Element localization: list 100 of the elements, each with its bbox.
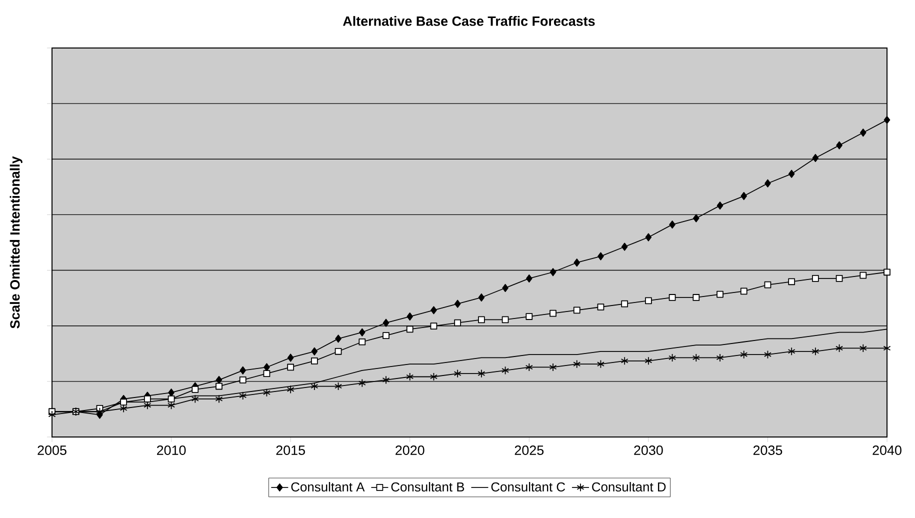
point — [430, 372, 438, 381]
point — [310, 382, 318, 390]
x-tick-label: 2020 — [396, 445, 424, 456]
point — [287, 354, 294, 362]
legend-label: Consultant D — [592, 482, 666, 492]
point — [359, 328, 366, 336]
point — [550, 310, 556, 317]
point — [287, 364, 294, 371]
point — [740, 288, 748, 295]
point — [860, 128, 866, 137]
point — [526, 313, 533, 320]
point — [454, 369, 462, 378]
legend-label: Consultant A — [291, 482, 365, 492]
point — [740, 192, 748, 200]
point — [812, 275, 819, 282]
point — [644, 356, 652, 366]
point — [860, 272, 867, 279]
point — [502, 316, 509, 324]
point — [668, 353, 676, 362]
point — [669, 220, 676, 229]
point — [168, 401, 176, 410]
point — [573, 306, 580, 314]
point — [621, 300, 628, 308]
point — [120, 398, 128, 406]
x-tick-label: 2040 — [872, 445, 902, 456]
point — [574, 258, 580, 267]
point — [454, 319, 462, 326]
point — [836, 141, 842, 150]
point — [120, 404, 128, 413]
point — [406, 372, 414, 381]
x-tick-label: 2010 — [157, 445, 186, 456]
point — [884, 116, 890, 124]
point — [526, 274, 532, 283]
point — [550, 268, 556, 276]
point — [812, 154, 819, 162]
point — [597, 304, 604, 310]
point — [884, 268, 890, 276]
point — [382, 332, 390, 339]
point — [286, 385, 294, 394]
point — [740, 350, 748, 359]
point — [645, 233, 652, 242]
point — [191, 394, 199, 404]
point — [478, 293, 485, 302]
x-tick-label: 2015 — [276, 445, 305, 456]
point — [764, 281, 772, 288]
point — [454, 300, 461, 308]
x-tick-label: 2025 — [514, 445, 544, 456]
y-axis-title: Scale Omitted Intentionally — [10, 156, 22, 328]
point — [311, 357, 318, 364]
point — [693, 214, 700, 222]
point — [788, 278, 796, 286]
point — [645, 297, 652, 304]
point — [716, 290, 724, 298]
point — [788, 170, 795, 178]
x-tick-label: 2005 — [38, 445, 66, 456]
point — [262, 388, 270, 397]
point — [620, 356, 628, 366]
point — [168, 396, 175, 402]
point — [621, 242, 628, 251]
legend-label: Consultant B — [391, 482, 464, 492]
point — [335, 334, 342, 343]
x-tick-label: 2030 — [634, 445, 663, 456]
point — [334, 382, 342, 390]
point — [406, 326, 414, 333]
point — [216, 376, 222, 384]
point — [668, 294, 676, 301]
point — [692, 294, 700, 301]
point — [788, 347, 796, 356]
point — [859, 344, 867, 352]
point — [192, 386, 199, 393]
point — [358, 378, 366, 388]
point — [430, 306, 437, 314]
point — [598, 252, 604, 260]
point — [525, 363, 533, 372]
point — [573, 360, 581, 368]
point — [406, 312, 414, 321]
x-tick-label: 2035 — [753, 445, 782, 456]
point — [716, 353, 724, 362]
point — [716, 202, 724, 210]
point — [240, 366, 246, 374]
point — [215, 394, 223, 404]
point — [264, 363, 270, 372]
point — [812, 347, 820, 356]
point — [263, 370, 270, 378]
point — [239, 392, 247, 400]
point — [382, 318, 390, 327]
point — [144, 396, 151, 402]
point — [239, 376, 246, 384]
point — [430, 322, 438, 330]
point — [764, 179, 771, 188]
point — [382, 376, 390, 384]
point — [502, 284, 508, 292]
point — [216, 382, 222, 390]
chart-title: Alternative Base Case Traffic Forecasts — [342, 16, 595, 26]
point — [692, 353, 700, 362]
point — [836, 275, 843, 282]
point — [764, 350, 772, 359]
point — [836, 344, 844, 352]
point — [311, 347, 318, 356]
point — [358, 338, 366, 346]
